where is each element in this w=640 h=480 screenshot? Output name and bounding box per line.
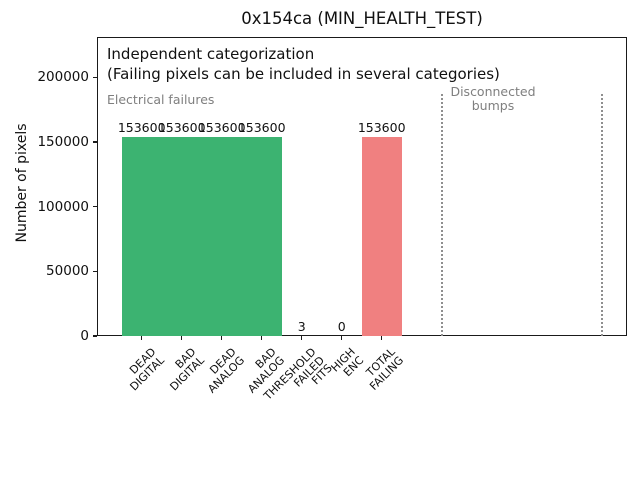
bar — [241, 137, 282, 336]
x-tick-label: BAD DIGITAL — [159, 345, 207, 393]
x-tick-mark — [181, 336, 183, 340]
bar — [201, 137, 242, 336]
x-tick-label: DEAD DIGITAL — [119, 345, 167, 393]
annotation-note-line-1: Independent categorization — [107, 45, 315, 63]
x-tick-label: TOTAL FAILING — [360, 345, 406, 392]
y-tick-label: 150000 — [37, 134, 89, 151]
region-label-line: bumps — [471, 97, 515, 113]
y-tick-label: 50000 — [46, 263, 89, 280]
bar-value-label: 153600 — [117, 120, 166, 136]
x-tick-mark — [261, 336, 263, 340]
bar — [161, 137, 202, 336]
y-tick-label: 200000 — [37, 69, 89, 86]
y-tick-label: 0 — [80, 328, 89, 344]
bar-value-label: 153600 — [237, 120, 286, 136]
y-tick-mark — [93, 270, 97, 272]
bar-value-label: 153600 — [357, 120, 406, 136]
y-tick-mark — [93, 335, 97, 337]
region-label-electrical-failures: Electrical failures — [107, 92, 215, 107]
bar-value-label: 153600 — [157, 120, 206, 136]
x-tick-mark — [221, 336, 223, 340]
x-tick-mark — [141, 336, 143, 340]
bar-value-label: 0 — [337, 319, 346, 334]
x-tick-label: DEAD ANALOG — [197, 345, 246, 395]
region-separator-dotted-line — [440, 94, 443, 336]
x-tick-mark — [301, 336, 303, 340]
chart-title: 0x154ca (MIN_HEALTH_TEST) — [241, 9, 483, 28]
x-tick-mark — [341, 336, 343, 340]
bar-value-label: 3 — [297, 318, 306, 334]
bar-value-label: 153600 — [197, 120, 246, 136]
region-separator-dotted-line — [600, 94, 603, 336]
region-label-line: Disconnected — [450, 84, 536, 99]
annotation-note-line-2: (Failing pixels can be included in sever… — [107, 65, 500, 83]
bar — [361, 137, 402, 336]
y-tick-mark — [93, 76, 97, 78]
y-tick-mark — [93, 206, 97, 208]
y-tick-label: 100000 — [37, 198, 89, 215]
x-tick-mark — [381, 336, 383, 340]
y-tick-mark — [93, 141, 97, 143]
bar — [121, 137, 162, 336]
region-label-disconnected-bumps: Disconnected bumps — [413, 85, 573, 112]
